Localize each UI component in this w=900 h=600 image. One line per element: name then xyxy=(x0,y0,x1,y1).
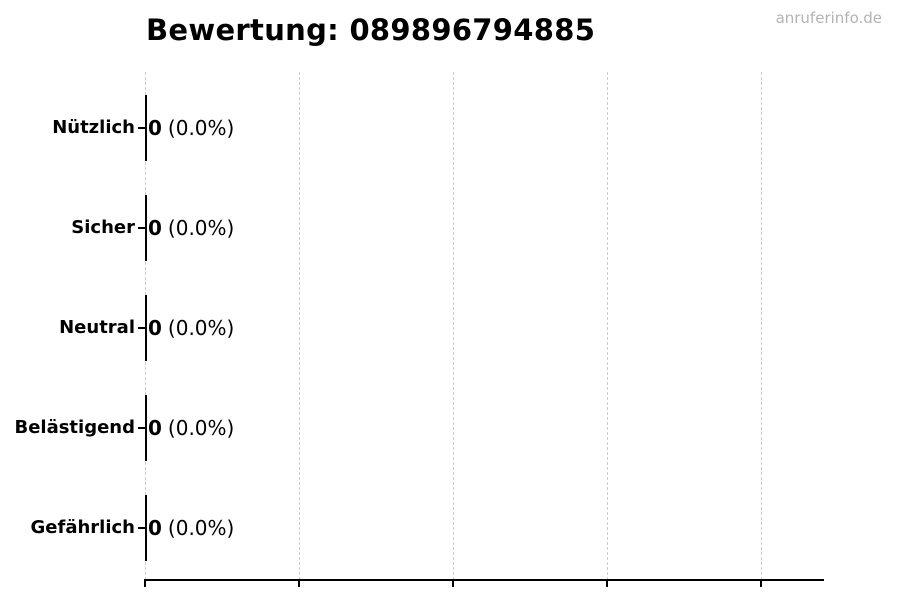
value-count: 0 xyxy=(148,516,162,540)
gridline xyxy=(607,72,608,580)
value-percent: (0.0%) xyxy=(167,216,235,240)
bar xyxy=(145,395,147,461)
x-axis-tick xyxy=(452,581,454,587)
category-label: Belästigend xyxy=(14,417,135,438)
value-label: 0 (0.0%) xyxy=(148,114,234,142)
gridline xyxy=(453,72,454,580)
value-label: 0 (0.0%) xyxy=(148,514,234,542)
bar xyxy=(145,295,147,361)
x-axis-tick xyxy=(606,581,608,587)
y-axis-tick xyxy=(138,527,145,529)
value-percent: (0.0%) xyxy=(167,516,235,540)
value-percent: (0.0%) xyxy=(167,416,235,440)
category-label: Sicher xyxy=(71,217,135,238)
category-label: Gefährlich xyxy=(30,517,135,538)
y-axis-tick xyxy=(138,427,145,429)
bar xyxy=(145,95,147,161)
category-label: Nützlich xyxy=(52,117,135,138)
watermark-text: anruferinfo.de xyxy=(775,9,882,27)
x-axis-tick xyxy=(298,581,300,587)
y-axis-tick xyxy=(138,227,145,229)
category-label: Neutral xyxy=(59,317,135,338)
chart-title: Bewertung: 089896794885 xyxy=(146,13,596,47)
value-count: 0 xyxy=(148,416,162,440)
value-percent: (0.0%) xyxy=(167,116,235,140)
value-count: 0 xyxy=(148,216,162,240)
value-percent: (0.0%) xyxy=(167,316,235,340)
bar xyxy=(145,495,147,561)
gridline xyxy=(299,72,300,580)
x-axis-line xyxy=(144,579,824,581)
x-axis-tick xyxy=(144,581,146,587)
y-axis-tick xyxy=(138,127,145,129)
value-count: 0 xyxy=(148,316,162,340)
x-axis-tick xyxy=(760,581,762,587)
plot-area xyxy=(145,72,823,580)
y-axis-tick xyxy=(138,327,145,329)
value-label: 0 (0.0%) xyxy=(148,414,234,442)
value-count: 0 xyxy=(148,116,162,140)
value-label: 0 (0.0%) xyxy=(148,314,234,342)
gridline xyxy=(761,72,762,580)
value-label: 0 (0.0%) xyxy=(148,214,234,242)
bar xyxy=(145,195,147,261)
